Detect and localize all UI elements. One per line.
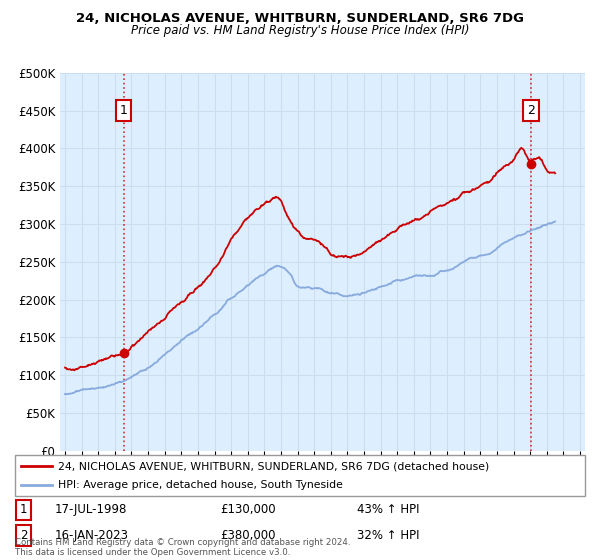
Text: 24, NICHOLAS AVENUE, WHITBURN, SUNDERLAND, SR6 7DG: 24, NICHOLAS AVENUE, WHITBURN, SUNDERLAN…	[76, 12, 524, 25]
Text: 43% ↑ HPI: 43% ↑ HPI	[357, 503, 419, 516]
Text: 1: 1	[20, 503, 28, 516]
Text: Contains HM Land Registry data © Crown copyright and database right 2024.
This d: Contains HM Land Registry data © Crown c…	[15, 538, 350, 557]
Text: 32% ↑ HPI: 32% ↑ HPI	[357, 529, 419, 542]
Text: £380,000: £380,000	[220, 529, 276, 542]
Text: 1: 1	[120, 104, 128, 117]
Text: £130,000: £130,000	[220, 503, 276, 516]
Text: Price paid vs. HM Land Registry's House Price Index (HPI): Price paid vs. HM Land Registry's House …	[131, 24, 469, 37]
Text: 2: 2	[527, 104, 535, 117]
Text: 17-JUL-1998: 17-JUL-1998	[55, 503, 127, 516]
Text: 24, NICHOLAS AVENUE, WHITBURN, SUNDERLAND, SR6 7DG (detached house): 24, NICHOLAS AVENUE, WHITBURN, SUNDERLAN…	[58, 461, 489, 471]
FancyBboxPatch shape	[15, 455, 585, 496]
Text: 2: 2	[20, 529, 28, 542]
Text: 16-JAN-2023: 16-JAN-2023	[55, 529, 129, 542]
Text: HPI: Average price, detached house, South Tyneside: HPI: Average price, detached house, Sout…	[58, 480, 343, 489]
